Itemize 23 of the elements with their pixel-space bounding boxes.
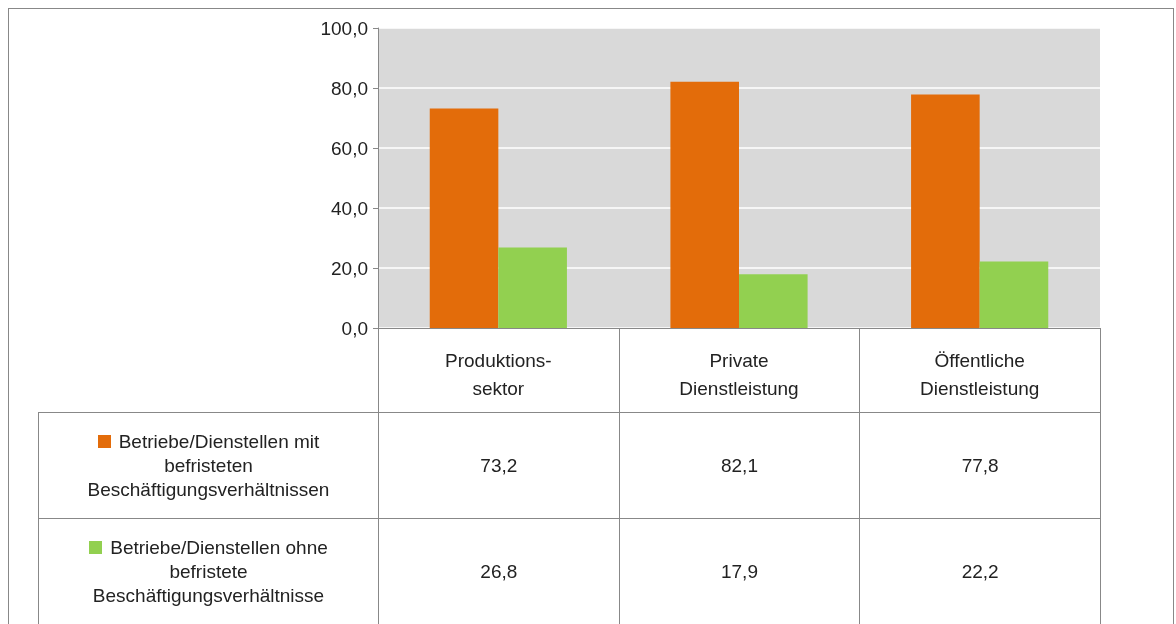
data-label: 77,8 xyxy=(961,453,999,478)
data-label: 82,1 xyxy=(720,453,758,478)
y-tick-label: 40,0 xyxy=(331,197,368,219)
data-label: 73,2 xyxy=(480,453,518,478)
bar xyxy=(911,94,980,328)
data-label: 17,9 xyxy=(720,559,758,584)
bar xyxy=(498,247,567,328)
bar xyxy=(429,108,499,328)
bar xyxy=(979,261,1049,328)
data-label: 26,8 xyxy=(480,559,518,584)
y-tick-label: 100,0 xyxy=(320,17,368,39)
x-tick-label: Öffentliche Dienstleistung xyxy=(919,349,1040,399)
x-tick-label: Private Dienstleistung xyxy=(679,349,799,399)
legend-label: Betriebe/Dienstellen mit befristeten Beschäftigungsverhältnissen xyxy=(86,429,331,502)
y-tick-label: 0,0 xyxy=(341,317,368,339)
legend-label: Betriebe/Dienstellen ohne befristete Beschäftigungsverhältnisse xyxy=(91,535,329,608)
bar xyxy=(670,81,739,328)
x-tick-label: Produktions- sektor xyxy=(445,349,552,399)
data-label: 22,2 xyxy=(961,559,999,584)
y-tick-label: 80,0 xyxy=(331,77,368,99)
bar xyxy=(739,274,808,328)
y-tick-label: 60,0 xyxy=(331,137,368,159)
y-tick-label: 20,0 xyxy=(331,257,368,279)
